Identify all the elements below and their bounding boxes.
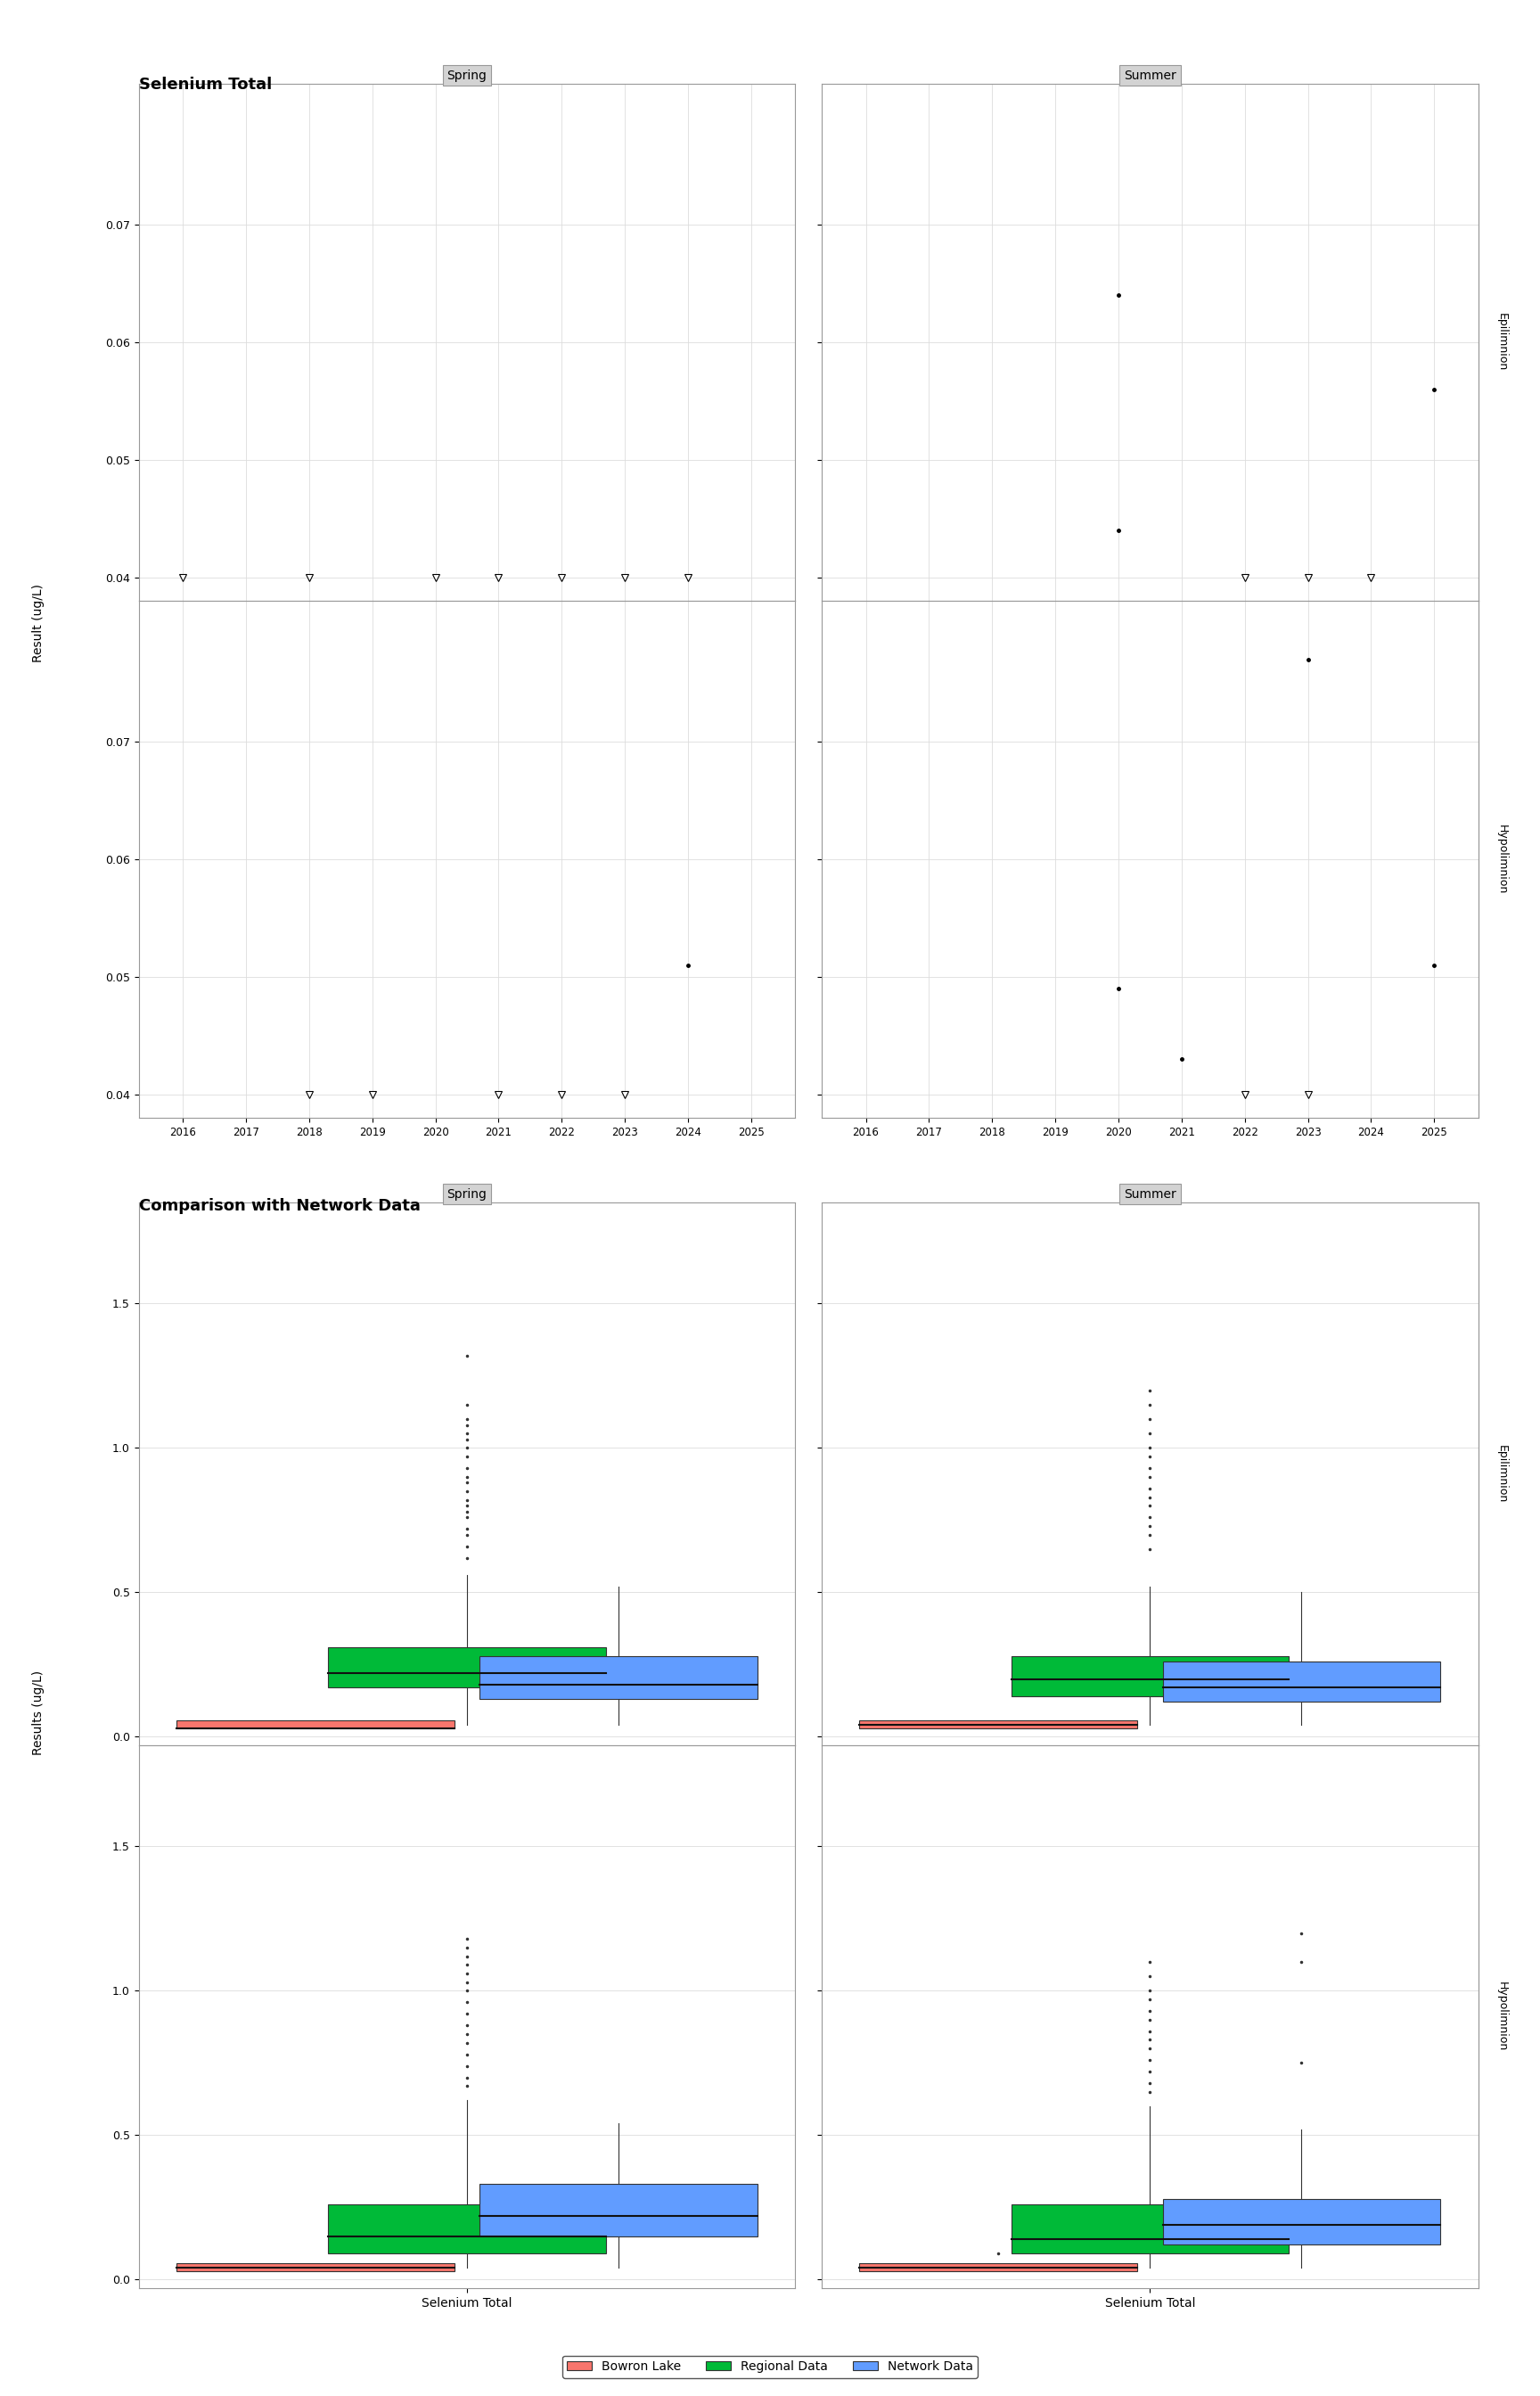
Text: Comparison with Network Data: Comparison with Network Data <box>139 1198 420 1215</box>
Legend: Bowron Lake, Regional Data, Network Data: Bowron Lake, Regional Data, Network Data <box>562 2355 978 2377</box>
Bar <box>328 1646 605 1687</box>
Y-axis label: Epilimnion: Epilimnion <box>1495 314 1508 371</box>
Bar <box>479 2185 758 2235</box>
Title: Summer: Summer <box>1124 1188 1177 1200</box>
Y-axis label: Epilimnion: Epilimnion <box>1495 1445 1508 1502</box>
Bar <box>479 1656 758 1699</box>
Title: Summer: Summer <box>1124 69 1177 81</box>
Title: Spring: Spring <box>447 69 487 81</box>
Bar <box>177 1720 454 1728</box>
Bar <box>328 2204 605 2255</box>
Bar <box>177 2264 454 2271</box>
Bar <box>1163 2200 1440 2245</box>
Text: Result (ug/L): Result (ug/L) <box>32 585 45 661</box>
Bar <box>859 2264 1138 2271</box>
Bar <box>1012 2204 1289 2255</box>
Text: Selenium Total: Selenium Total <box>139 77 271 93</box>
Bar <box>1012 1656 1289 1696</box>
Bar <box>859 1720 1138 1728</box>
Title: Spring: Spring <box>447 1188 487 1200</box>
Y-axis label: Hypolimnion: Hypolimnion <box>1495 1981 1508 2051</box>
Bar <box>1163 1663 1440 1701</box>
Y-axis label: Hypolimnion: Hypolimnion <box>1495 824 1508 894</box>
Text: Results (ug/L): Results (ug/L) <box>32 1670 45 1756</box>
